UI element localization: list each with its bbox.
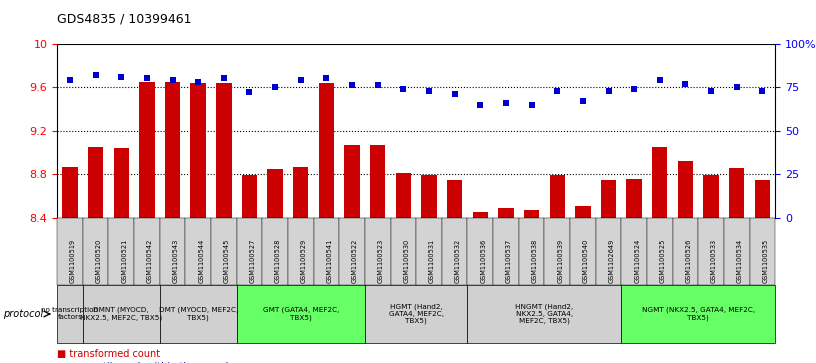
Point — [243, 89, 256, 95]
Point — [295, 77, 308, 83]
Text: GSM1100524: GSM1100524 — [634, 239, 640, 283]
Text: GSM1100525: GSM1100525 — [660, 239, 666, 283]
Point — [756, 88, 769, 94]
Point — [474, 102, 487, 107]
Text: GSM1102649: GSM1102649 — [609, 239, 614, 283]
Bar — [88, 147, 104, 218]
Text: protocol: protocol — [3, 309, 43, 319]
Text: GSM1100522: GSM1100522 — [352, 239, 358, 283]
Point — [730, 84, 743, 90]
Text: NGMT (NKX2.5, GATA4, MEF2C,
TBX5): NGMT (NKX2.5, GATA4, MEF2C, TBX5) — [641, 307, 755, 321]
Bar — [165, 82, 180, 218]
Text: GSM1100545: GSM1100545 — [224, 239, 230, 283]
Text: GSM1100539: GSM1100539 — [557, 239, 563, 283]
Text: GSM1100534: GSM1100534 — [737, 239, 743, 283]
Text: GSM1100530: GSM1100530 — [403, 239, 410, 283]
Text: GSM1100529: GSM1100529 — [301, 239, 307, 283]
Text: GSM1100543: GSM1100543 — [172, 239, 179, 283]
Point — [268, 84, 282, 90]
Point — [576, 98, 589, 104]
Text: ■ transformed count: ■ transformed count — [57, 349, 160, 359]
Text: GSM1100533: GSM1100533 — [711, 239, 717, 283]
Bar — [703, 175, 719, 218]
Point — [345, 82, 358, 88]
Bar — [549, 175, 565, 218]
Bar — [268, 169, 283, 218]
Point — [525, 102, 538, 107]
Text: GDS4835 / 10399461: GDS4835 / 10399461 — [57, 12, 192, 25]
Text: GSM1100537: GSM1100537 — [506, 239, 512, 283]
Bar — [627, 179, 642, 218]
Bar — [447, 180, 463, 218]
Bar — [755, 180, 770, 218]
Text: GSM1100544: GSM1100544 — [198, 239, 204, 283]
Text: GSM1100519: GSM1100519 — [70, 239, 76, 283]
Point — [448, 91, 461, 97]
Text: DMT (MYOCD, MEF2C,
TBX5): DMT (MYOCD, MEF2C, TBX5) — [158, 307, 237, 321]
Point — [551, 88, 564, 94]
Bar — [601, 180, 616, 218]
Bar — [216, 83, 232, 218]
Bar — [319, 83, 334, 218]
Bar — [62, 167, 78, 218]
Point — [140, 76, 153, 81]
Bar — [472, 212, 488, 218]
Bar — [652, 147, 667, 218]
Point — [371, 82, 384, 88]
Point — [397, 86, 410, 92]
Text: ■ percentile rank within the sample: ■ percentile rank within the sample — [57, 362, 234, 363]
Text: GSM1100531: GSM1100531 — [429, 239, 435, 283]
Bar — [344, 145, 360, 218]
Text: DMNT (MYOCD,
NKX2.5, MEF2C, TBX5): DMNT (MYOCD, NKX2.5, MEF2C, TBX5) — [80, 307, 162, 321]
Bar — [729, 168, 744, 218]
Bar — [575, 206, 591, 218]
Point — [166, 77, 179, 83]
Point — [499, 100, 512, 106]
Text: GSM1100538: GSM1100538 — [531, 239, 538, 283]
Point — [628, 86, 641, 92]
Point — [192, 79, 205, 85]
Point — [217, 76, 230, 81]
Bar — [113, 148, 129, 218]
Point — [423, 88, 436, 94]
Text: GSM1100526: GSM1100526 — [685, 239, 691, 283]
Bar — [524, 210, 539, 218]
Text: GSM1100536: GSM1100536 — [481, 239, 486, 283]
Point — [115, 74, 128, 79]
Text: GSM1100520: GSM1100520 — [95, 239, 101, 283]
Point — [89, 72, 102, 78]
Text: HNGMT (Hand2,
NKX2.5, GATA4,
MEF2C, TBX5): HNGMT (Hand2, NKX2.5, GATA4, MEF2C, TBX5… — [515, 303, 574, 325]
Bar — [370, 145, 385, 218]
Bar — [499, 208, 513, 218]
Point — [64, 77, 77, 83]
Text: GSM1100541: GSM1100541 — [326, 239, 332, 283]
Text: GMT (GATA4, MEF2C,
TBX5): GMT (GATA4, MEF2C, TBX5) — [263, 307, 339, 321]
Bar — [140, 82, 154, 218]
Text: GSM1100527: GSM1100527 — [250, 239, 255, 283]
Point — [704, 88, 717, 94]
Bar — [678, 161, 693, 218]
Point — [654, 77, 667, 83]
Text: GSM1100532: GSM1100532 — [455, 239, 460, 283]
Bar — [242, 175, 257, 218]
Text: GSM1100542: GSM1100542 — [147, 239, 153, 283]
Text: GSM1100528: GSM1100528 — [275, 239, 281, 283]
Text: GSM1100523: GSM1100523 — [378, 239, 384, 283]
Text: GSM1100521: GSM1100521 — [122, 239, 127, 283]
Text: HGMT (Hand2,
GATA4, MEF2C,
TBX5): HGMT (Hand2, GATA4, MEF2C, TBX5) — [388, 303, 444, 325]
Bar — [421, 175, 437, 218]
Bar — [190, 83, 206, 218]
Point — [320, 76, 333, 81]
Text: GSM1100540: GSM1100540 — [583, 239, 589, 283]
Text: no transcription
factors: no transcription factors — [42, 307, 99, 321]
Bar — [396, 173, 411, 218]
Text: GSM1100535: GSM1100535 — [762, 239, 769, 283]
Point — [602, 88, 615, 94]
Bar — [293, 167, 308, 218]
Point — [679, 81, 692, 86]
